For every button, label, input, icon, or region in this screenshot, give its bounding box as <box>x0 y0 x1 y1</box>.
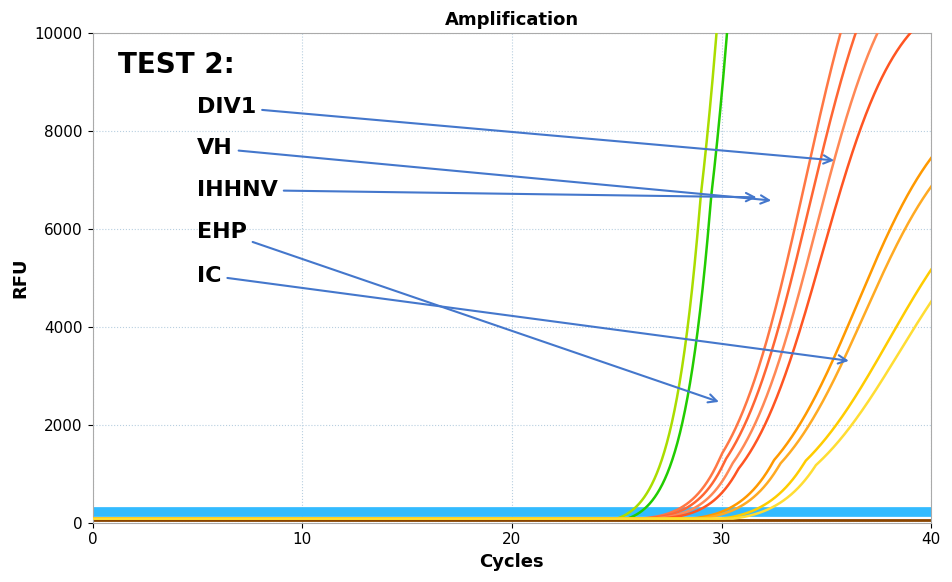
Text: IC: IC <box>197 265 846 364</box>
Y-axis label: RFU: RFU <box>11 258 30 299</box>
Text: VH: VH <box>197 139 769 204</box>
Text: TEST 2:: TEST 2: <box>118 51 234 79</box>
X-axis label: Cycles: Cycles <box>480 553 545 571</box>
Text: DIV1: DIV1 <box>197 97 832 164</box>
Text: IHHNV: IHHNV <box>197 180 754 201</box>
Text: EHP: EHP <box>197 222 717 402</box>
Title: Amplification: Amplification <box>445 11 579 29</box>
